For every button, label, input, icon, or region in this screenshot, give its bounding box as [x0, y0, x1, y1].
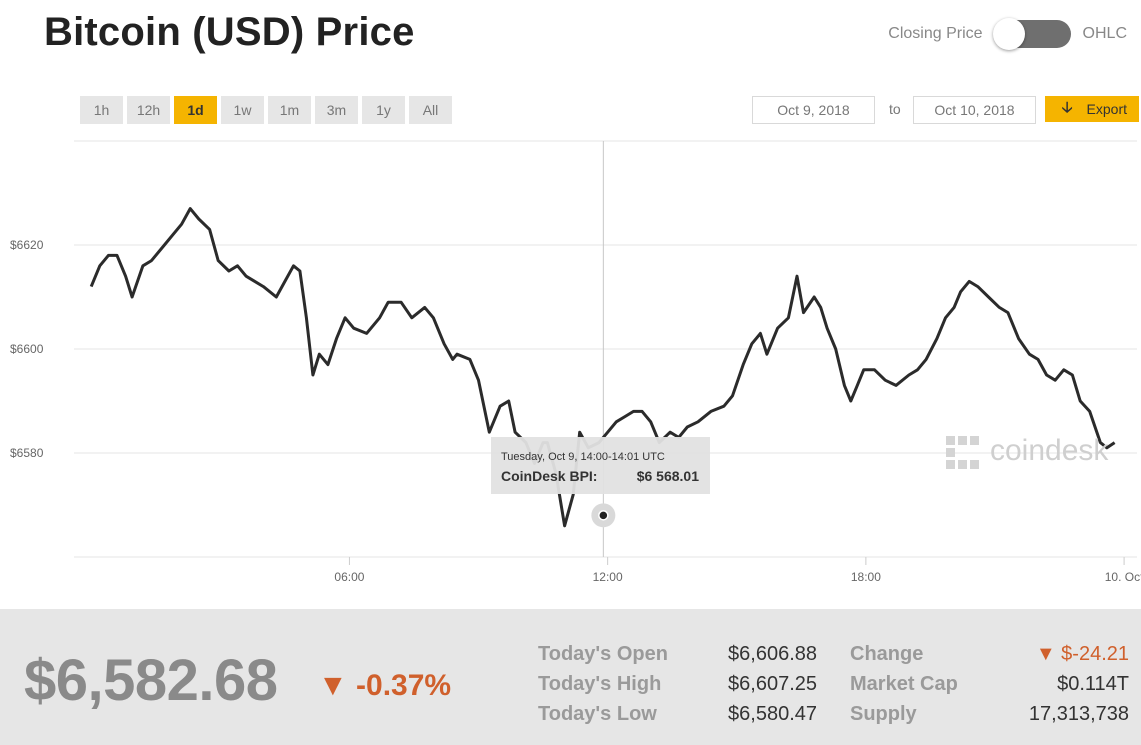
- range-tab-1h[interactable]: 1h: [80, 96, 123, 124]
- price-summary-panel: $6,582.68 ▼ -0.37% Today's Open $6,606.8…: [0, 609, 1141, 745]
- market-cap-value: $0.114T: [1057, 673, 1129, 695]
- ohlc-label[interactable]: OHLC: [1082, 25, 1127, 42]
- todays-high-value: $6,607.25: [728, 673, 817, 695]
- y-tick-label: $6620: [10, 238, 44, 252]
- todays-open-label: Today's Open: [538, 643, 668, 665]
- chart-gridlines: [74, 140, 1137, 558]
- supply-label: Supply: [850, 703, 917, 725]
- chart-tooltip: Tuesday, Oct 9, 14:00-14:01 UTC CoinDesk…: [491, 437, 710, 494]
- tooltip-date: Tuesday, Oct 9, 14:00-14:01 UTC: [501, 451, 665, 463]
- x-axis-labels: 06:00 12:00 18:00 10. Oct: [334, 557, 1141, 584]
- range-tabs: 1h 12h 1d 1w 1m 3m 1y All: [80, 96, 452, 124]
- export-button[interactable]: 🡣 Export: [1045, 96, 1139, 122]
- hover-point-marker: [598, 510, 609, 521]
- range-tab-1y[interactable]: 1y: [362, 96, 405, 124]
- export-label: Export: [1086, 101, 1127, 117]
- tooltip-series-label: CoinDesk BPI:: [501, 468, 598, 484]
- watermark-text: coindesk: [990, 434, 1109, 467]
- range-tab-3m[interactable]: 3m: [315, 96, 358, 124]
- y-tick-label: $6580: [10, 446, 44, 460]
- y-axis-labels: $6620 $6600 $6580: [10, 238, 44, 460]
- toggle-knob[interactable]: [992, 18, 1025, 50]
- current-price: $6,582.68: [24, 648, 278, 713]
- x-tick-label: 10. Oct: [1105, 570, 1141, 584]
- page-title: Bitcoin (USD) Price: [44, 10, 415, 54]
- date-to-input[interactable]: Oct 10, 2018: [913, 96, 1036, 124]
- price-change-percent: ▼ -0.37%: [318, 669, 452, 702]
- y-tick-label: $6600: [10, 342, 44, 356]
- coindesk-logo-icon: [946, 436, 979, 469]
- x-tick-label: 18:00: [851, 570, 881, 584]
- price-type-toggle-group: Closing Price OHLC: [888, 18, 1127, 50]
- coindesk-watermark: coindesk: [944, 432, 1108, 470]
- todays-high-label: Today's High: [538, 673, 662, 695]
- todays-open-value: $6,606.88: [728, 643, 817, 665]
- price-chart[interactable]: $6620 $6600 $6580 06:00 12:00 18:00 10. Oct: [0, 135, 1141, 595]
- date-from-input[interactable]: Oct 9, 2018: [752, 96, 875, 124]
- x-tick-label: 06:00: [334, 570, 364, 584]
- range-tab-all[interactable]: All: [409, 96, 452, 124]
- range-tab-1m[interactable]: 1m: [268, 96, 311, 124]
- range-tab-1w[interactable]: 1w: [221, 96, 264, 124]
- todays-low-value: $6,580.47: [728, 703, 817, 725]
- date-range-to-label: to: [889, 101, 901, 117]
- range-tab-1d[interactable]: 1d: [174, 96, 217, 124]
- todays-low-label: Today's Low: [538, 703, 657, 725]
- tooltip-value: $6 568.01: [636, 468, 699, 484]
- change-value: ▼ $-24.21: [1035, 643, 1129, 665]
- down-arrow-icon: 🡣: [1061, 98, 1073, 116]
- market-cap-label: Market Cap: [850, 673, 958, 695]
- closing-price-label[interactable]: Closing Price: [888, 25, 983, 42]
- change-label: Change: [850, 643, 924, 665]
- supply-value: 17,313,738: [1028, 703, 1129, 725]
- x-tick-label: 12:00: [593, 570, 623, 584]
- range-tab-12h[interactable]: 12h: [127, 96, 170, 124]
- price-type-toggle[interactable]: [992, 18, 1071, 50]
- tooltip-value-row: CoinDesk BPI: $6 568.01: [501, 468, 699, 484]
